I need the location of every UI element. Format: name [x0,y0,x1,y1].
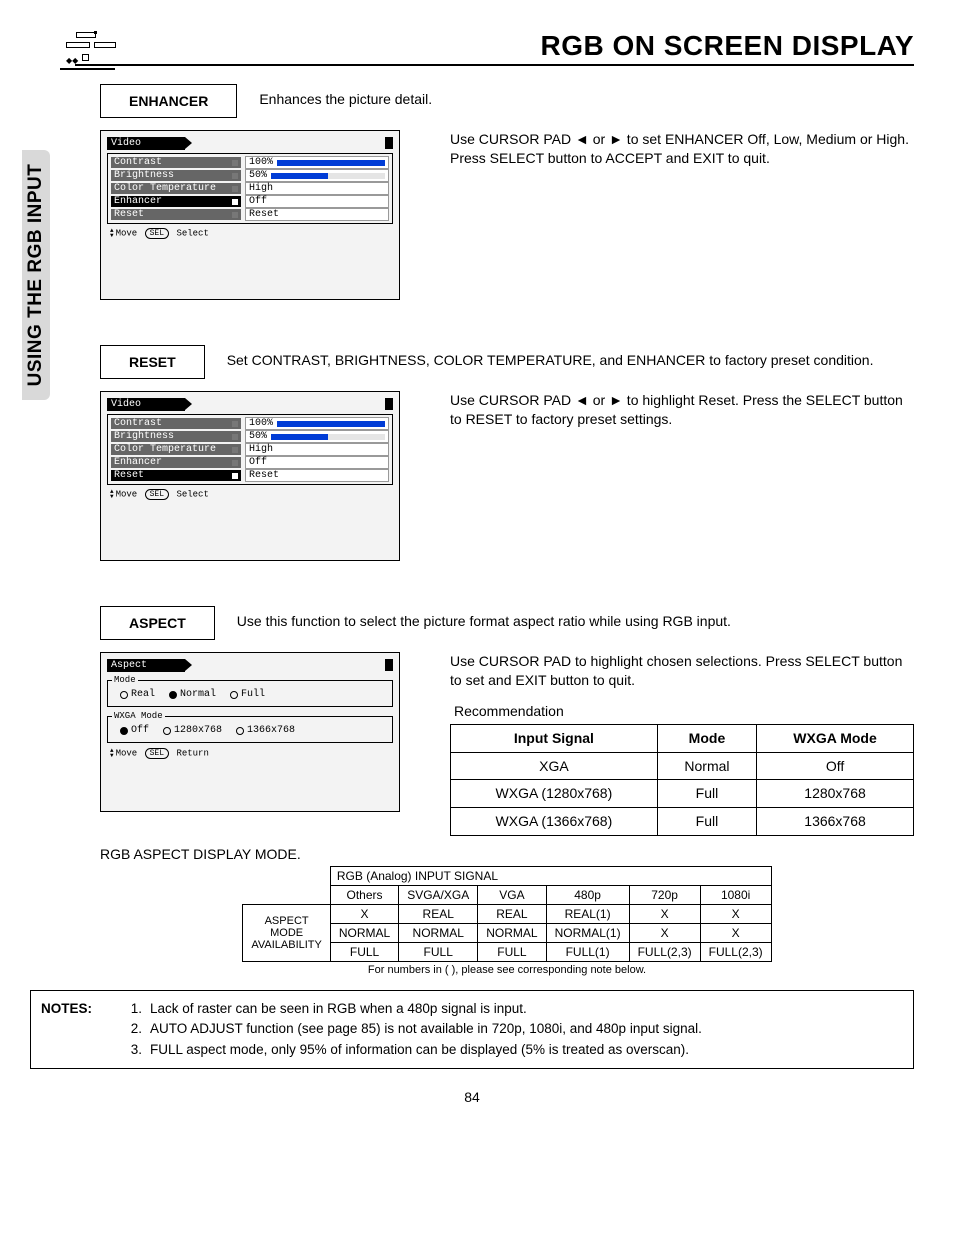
table-header: SVGA/XGA [399,886,478,905]
reset-osd: Video Contrast100%Brightness50%Color Tem… [100,391,400,561]
recommendation-table: Input SignalModeWXGA Mode XGANormalOffWX… [450,724,914,837]
notes-box: NOTES: 1.Lack of raster can be seen in R… [30,990,914,1069]
osd-radio-option: 1280x768 [163,725,222,736]
page-number: 84 [30,1089,914,1105]
osd-title: Aspect [107,659,185,672]
table-header: 1080i [700,886,771,905]
osd-row: ResetReset [111,469,389,482]
osd-radio-option: Off [120,725,149,736]
table-row: ASPECTMODEAVAILABILITYXREALREALREAL(1)XX [243,905,771,924]
notes-label: NOTES: [41,999,92,1060]
table-header: Input Signal [451,724,658,752]
page-title: RGB ON SCREEN DISPLAY [75,30,914,64]
table-row: XGANormalOff [451,752,914,780]
osd-row: Brightness50% [111,169,389,182]
osd-row: EnhancerOff [111,456,389,469]
table-header: VGA [478,886,546,905]
table-header: WXGA Mode [757,724,914,752]
aspect-heading: ASPECT [100,606,215,640]
enhancer-heading: ENHANCER [100,84,237,118]
osd-row: Brightness50% [111,430,389,443]
aspect-osd: Aspect Mode RealNormalFull WXGA Mode Off… [100,652,400,812]
availability-footnote: For numbers in ( ), please see correspon… [100,964,914,976]
table-header: 720p [629,886,700,905]
aspect-desc: Use this function to select the picture … [237,606,914,631]
note-item: 3.FULL aspect mode, only 95% of informat… [124,1040,903,1060]
enhancer-instructions: Use CURSOR PAD ◄ or ► to set ENHANCER Of… [450,130,914,168]
table-header: Others [330,886,398,905]
reset-heading: RESET [100,345,205,379]
availability-table: RGB (Analog) INPUT SIGNAL OthersSVGA/XGA… [242,866,771,962]
table-row: WXGA (1366x768)Full1366x768 [451,808,914,836]
osd-radio-option: Full [230,689,265,700]
osd-radio-option: Real [120,689,155,700]
table-row: WXGA (1280x768)Full1280x768 [451,780,914,808]
osd-radio-option: Normal [169,689,216,700]
aspect-mode-subhead: RGB ASPECT DISPLAY MODE. [100,846,914,862]
reset-instructions: Use CURSOR PAD ◄ or ► to highlight Reset… [450,391,914,429]
aspect-instructions: Use CURSOR PAD to highlight chosen selec… [450,652,914,690]
osd-row: ResetReset [111,208,389,221]
note-item: 2.AUTO ADJUST function (see page 85) is … [124,1019,903,1039]
side-tab: USING THE RGB INPUT [22,150,50,400]
table-header: 480p [546,886,629,905]
osd-row: Color TemperatureHigh [111,182,389,195]
osd-footer: Move SEL Select [107,488,393,501]
osd-title: Video [107,137,185,150]
recommendation-title: Recommendation [454,702,914,721]
osd-footer: Move SEL Return [107,747,393,760]
osd-row: Contrast100% [111,417,389,430]
row-header: ASPECTMODEAVAILABILITY [243,905,331,962]
osd-row: Contrast100% [111,156,389,169]
osd-row: EnhancerOff [111,195,389,208]
enhancer-desc: Enhances the picture detail. [259,84,914,109]
table-header: Mode [657,724,756,752]
osd-footer: Move SEL Select [107,227,393,240]
reset-desc: Set CONTRAST, BRIGHTNESS, COLOR TEMPERAT… [227,345,914,370]
osd-row: Color TemperatureHigh [111,443,389,456]
osd-radio-option: 1366x768 [236,725,295,736]
osd-title: Video [107,398,185,411]
device-icon: ◆◆ [60,30,115,70]
note-item: 1.Lack of raster can be seen in RGB when… [124,999,903,1019]
enhancer-osd: Video Contrast100%Brightness50%Color Tem… [100,130,400,300]
side-tab-label: USING THE RGB INPUT [25,164,47,387]
